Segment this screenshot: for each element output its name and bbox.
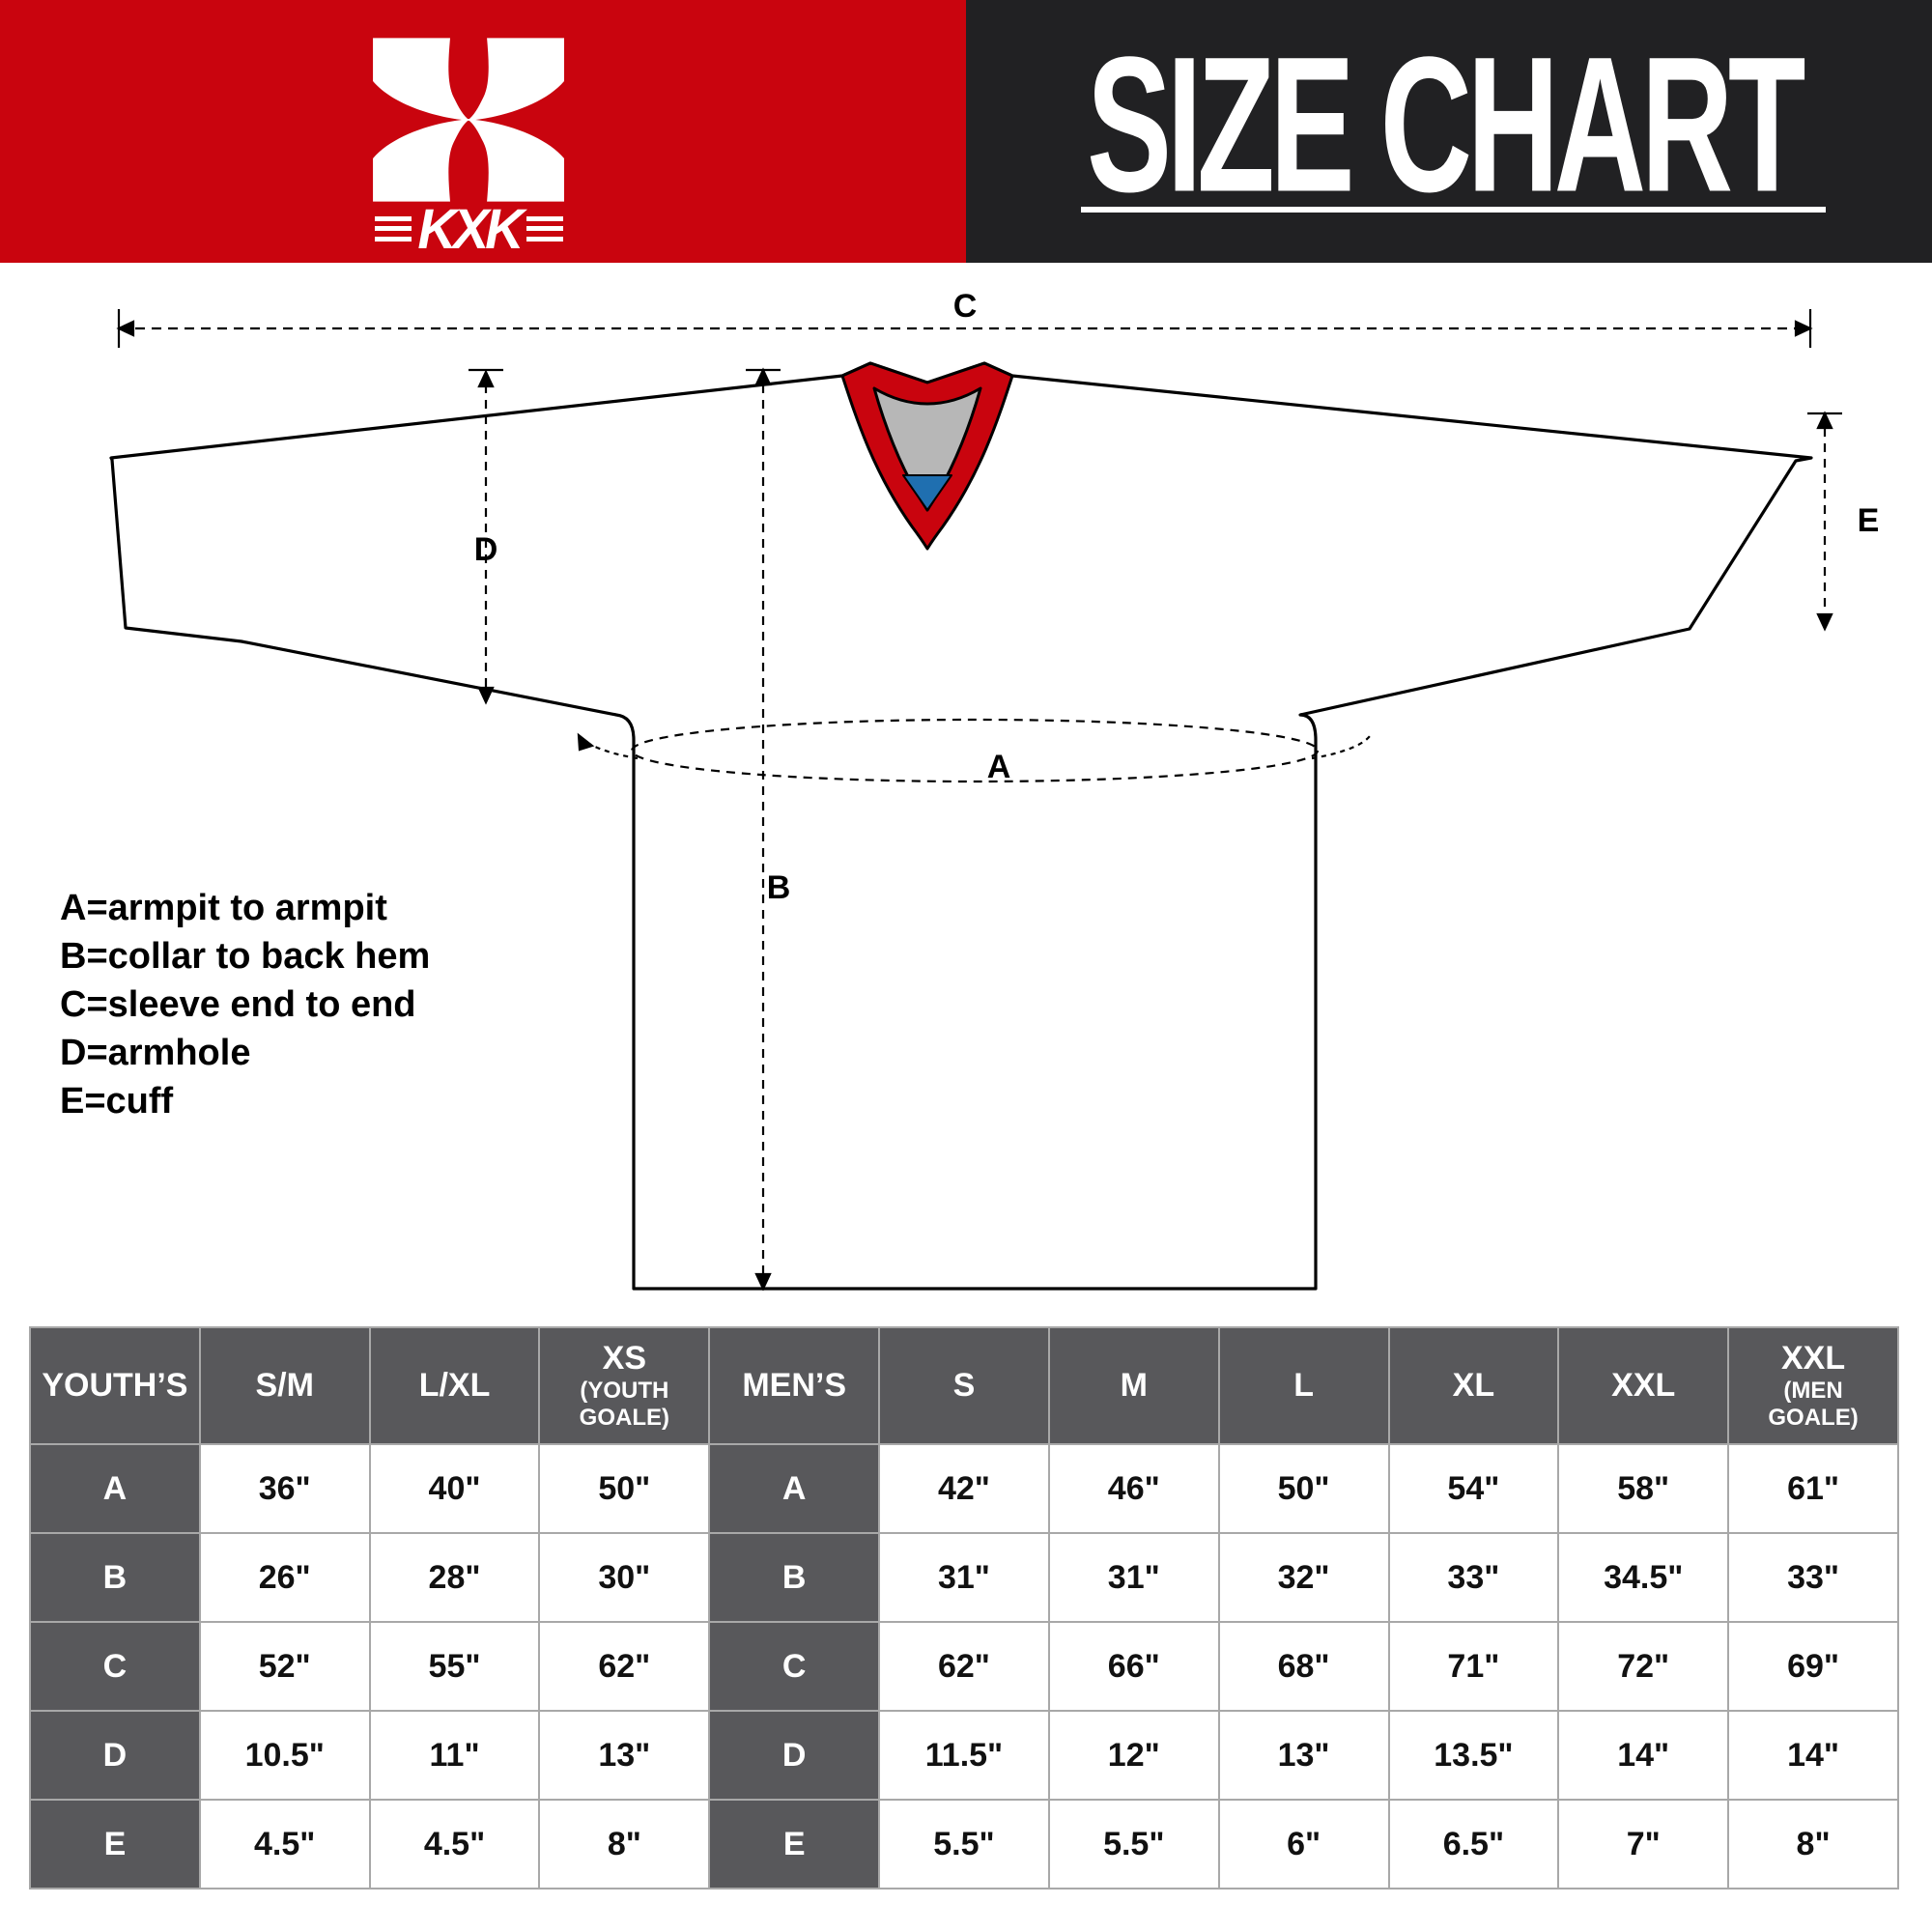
svg-text:C: C — [953, 288, 978, 325]
svg-text:A=armpit to armpit: A=armpit to armpit — [60, 888, 387, 928]
svg-text:D=armhole: D=armhole — [60, 1033, 250, 1073]
svg-text:E: E — [1858, 502, 1880, 539]
svg-text:C=sleeve end to end: C=sleeve end to end — [60, 984, 416, 1025]
svg-text:D: D — [474, 531, 498, 568]
svg-text:B=collar to back hem: B=collar to back hem — [60, 936, 430, 977]
svg-text:B: B — [767, 869, 791, 906]
svg-text:A: A — [987, 749, 1011, 785]
svg-text:E=cuff: E=cuff — [60, 1081, 174, 1122]
